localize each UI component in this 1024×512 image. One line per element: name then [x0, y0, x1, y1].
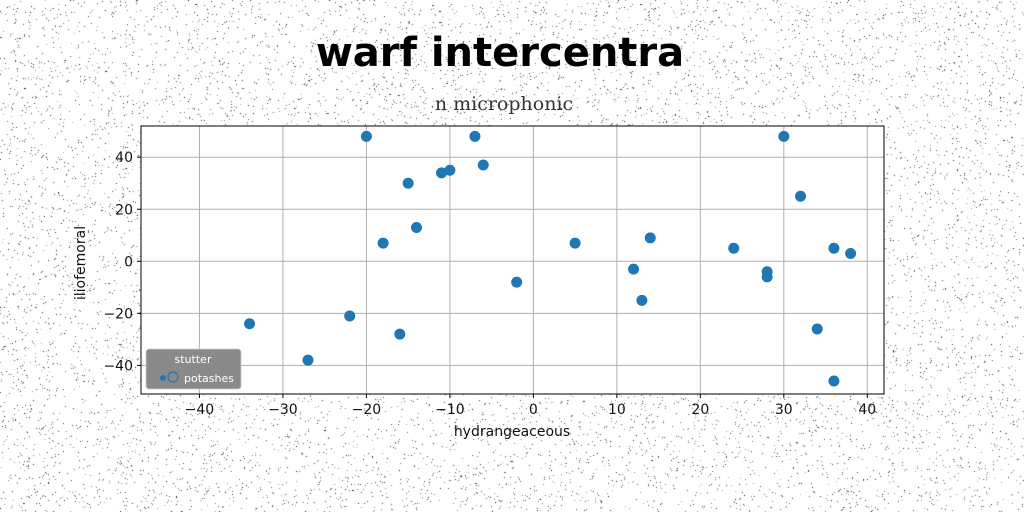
data-points — [244, 130, 857, 387]
x-tick-label: −30 — [268, 402, 298, 418]
legend-title: stutter — [175, 353, 212, 366]
y-tick-label: 40 — [115, 150, 133, 166]
data-point — [569, 237, 581, 249]
data-point — [302, 354, 314, 366]
plot-background — [141, 126, 884, 394]
data-point — [394, 328, 406, 340]
y-tick-label: −40 — [103, 358, 133, 374]
legend: stutter potashes — [145, 348, 242, 390]
legend-marker-ring — [167, 371, 179, 383]
data-point — [244, 318, 256, 330]
data-point — [377, 237, 389, 249]
data-point — [828, 242, 840, 254]
data-point — [828, 375, 840, 387]
data-point — [469, 130, 481, 142]
data-point — [761, 271, 773, 283]
data-point — [477, 159, 489, 171]
data-point — [402, 177, 414, 189]
data-point — [410, 221, 422, 233]
data-point — [628, 263, 640, 275]
data-point — [644, 232, 656, 244]
axes-frame — [140, 125, 885, 395]
data-point — [511, 276, 523, 288]
plot-area: −40 −30 −20 −10 0 10 20 30 40 −40 −20 0 20 40 — [103, 125, 885, 418]
x-tick-label: 10 — [608, 402, 626, 418]
y-axis-ticks: −40 −20 0 20 40 — [103, 150, 141, 374]
chart-title: n microphonic — [435, 93, 573, 115]
data-point — [436, 167, 448, 179]
y-tick-label: −20 — [103, 306, 133, 322]
x-tick-label: 40 — [858, 402, 876, 418]
x-tick-label: −10 — [435, 402, 465, 418]
y-axis-label: iliofemoral — [73, 226, 89, 300]
grid-lines — [141, 126, 884, 394]
data-point — [344, 310, 356, 322]
data-point — [444, 164, 456, 176]
figure-suptitle: warf intercentra — [316, 30, 684, 76]
data-point — [636, 294, 648, 306]
y-tick-label: 20 — [115, 202, 133, 218]
x-tick-label: 0 — [529, 402, 538, 418]
data-point — [728, 242, 740, 254]
legend-series-label: potashes — [184, 372, 234, 385]
legend-box — [145, 348, 242, 390]
x-tick-label: 20 — [691, 402, 709, 418]
y-tick-label: 0 — [124, 254, 133, 270]
x-axis-label: hydrangeaceous — [454, 424, 570, 440]
x-axis-ticks: −40 −30 −20 −10 0 10 20 30 40 — [185, 394, 876, 418]
data-point — [360, 130, 372, 142]
data-point — [845, 247, 857, 259]
x-tick-label: −20 — [352, 402, 382, 418]
legend-marker — [160, 375, 166, 381]
x-tick-label: −40 — [185, 402, 215, 418]
data-point — [795, 190, 807, 202]
data-point — [778, 130, 790, 142]
x-tick-label: 30 — [775, 402, 793, 418]
data-point — [811, 323, 823, 335]
